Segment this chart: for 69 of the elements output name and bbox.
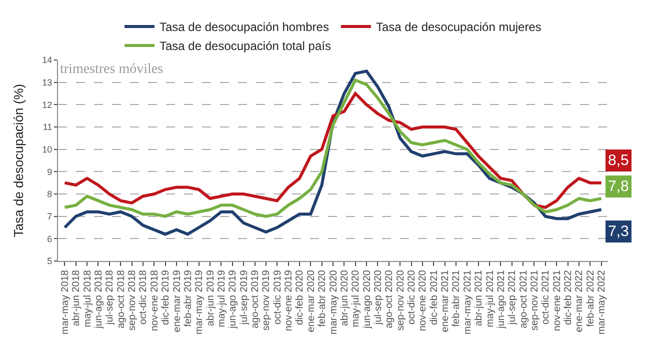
x-tick-label: jun-ago 2020 xyxy=(362,270,373,330)
x-tick-label: oct-dic 2021 xyxy=(540,270,552,324)
y-tick-label: 12 xyxy=(42,100,52,110)
x-tick-label: feb-abr 2022 xyxy=(585,270,596,327)
x-tick-label: nov-ene 2020 xyxy=(418,270,429,332)
x-tick-label: dic-feb 2021 xyxy=(428,270,440,326)
x-tick-label: mar-may 2022 xyxy=(596,270,608,334)
x-tick-label: abr-jun 2019 xyxy=(205,270,216,326)
x-tick-label: oct-dic 2019 xyxy=(272,270,284,324)
data-label: 7,8 xyxy=(608,178,629,195)
x-tick-label: ene-mar 2022 xyxy=(574,270,586,332)
legend-label: Tasa de desocupación hombres xyxy=(160,20,329,34)
x-tick-label: feb-abr 2020 xyxy=(317,270,328,327)
data-label: 7,3 xyxy=(608,223,629,240)
x-tick-label: oct-dic 2020 xyxy=(406,270,418,324)
x-tick-label: mar-may 2019 xyxy=(194,270,206,334)
x-tick-label: jun-ago 2019 xyxy=(228,270,239,330)
x-tick-label: oct-dic 2018 xyxy=(138,270,150,324)
y-tick-label: 11 xyxy=(42,122,52,132)
line-series xyxy=(63,92,603,209)
x-tick-label: ago-oct 2021 xyxy=(518,270,530,328)
x-tick-label: may-jul 2018 xyxy=(82,270,94,328)
x-tick-label: ago-oct 2020 xyxy=(384,270,396,328)
line-series xyxy=(63,78,603,218)
x-tick-label: jul-sep 2019 xyxy=(238,270,250,326)
y-tick-label: 6 xyxy=(47,234,52,244)
x-tick-label: ago-oct 2019 xyxy=(250,270,261,328)
x-tick-label: ene-mar 2019 xyxy=(172,270,183,332)
x-tick-label: sep-nov 2019 xyxy=(261,270,272,331)
x-tick-label: may-jul 2021 xyxy=(484,270,496,328)
x-tick-label: ago-oct 2018 xyxy=(116,270,127,328)
x-tick-label: abr-jun 2020 xyxy=(339,270,350,326)
x-tick-label: feb-abr 2021 xyxy=(451,270,462,327)
x-tick-label: jun-ago 2021 xyxy=(496,270,507,330)
x-tick-label: feb-abr 2019 xyxy=(182,270,194,327)
x-tick-label: dic-feb 2019 xyxy=(160,270,172,326)
x-tick-label: may-jul 2019 xyxy=(216,270,228,328)
legend-label: Tasa de desocupación total país xyxy=(160,39,331,54)
y-tick-label: 10 xyxy=(42,144,52,154)
x-tick-label: may-jul 2020 xyxy=(350,270,362,328)
x-tick-label: nov-ene 2019 xyxy=(284,270,295,332)
x-tick-label: sep-nov 2021 xyxy=(529,270,540,331)
x-tick-label: mar-may 2021 xyxy=(462,270,474,334)
x-tick-label: dic-feb 2020 xyxy=(294,270,306,326)
x-tick-label: sep-nov 2018 xyxy=(127,270,138,331)
x-tick-label: mar-may 2018 xyxy=(60,270,71,334)
y-tick-label: 5 xyxy=(47,256,52,266)
chart-title: trimestres móviles xyxy=(60,62,164,77)
x-tick-label: mar-may 2020 xyxy=(328,270,340,334)
data-label: 8,5 xyxy=(608,152,629,169)
x-tick-label: jun-ago 2018 xyxy=(93,270,104,330)
x-tick-label: jul-sep 2018 xyxy=(104,270,116,326)
legend-label: Tasa de desocupación mujeres xyxy=(376,20,542,34)
x-tick-label: jul-sep 2021 xyxy=(507,270,518,326)
y-tick-label: 14 xyxy=(42,55,52,66)
x-tick-label: abr-jun 2021 xyxy=(474,270,485,326)
x-tick-label: nov-ene 2021 xyxy=(552,270,563,332)
x-tick-label: dic-feb 2022 xyxy=(563,270,574,326)
y-tick-label: 13 xyxy=(42,77,52,88)
y-tick-label: 8 xyxy=(47,189,52,200)
x-tick-label: ene-mar 2021 xyxy=(440,270,452,332)
x-tick-label: jul-sep 2020 xyxy=(372,270,384,326)
x-tick-label: nov-ene 2018 xyxy=(149,270,160,332)
y-tick-label: 7 xyxy=(47,211,52,222)
x-tick-label: ene-mar 2020 xyxy=(306,270,317,332)
y-axis-title: Tasa de desocupación (%) xyxy=(11,84,26,238)
x-tick-label: abr-jun 2018 xyxy=(71,270,82,326)
y-tick-label: 9 xyxy=(47,166,52,177)
x-tick-label: sep-nov 2020 xyxy=(395,270,406,331)
